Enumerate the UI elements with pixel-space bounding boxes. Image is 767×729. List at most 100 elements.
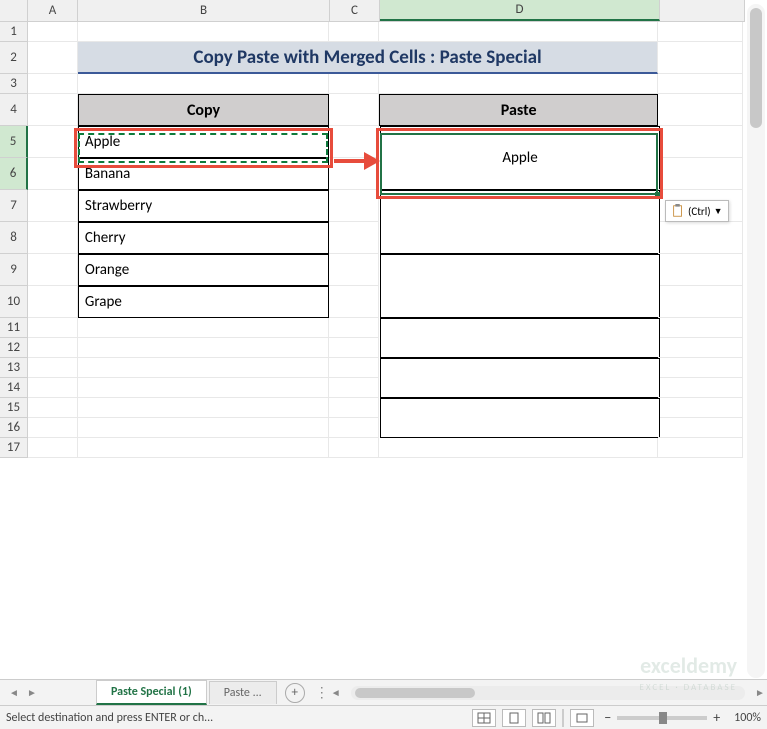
cell-b1[interactable] [78,22,329,42]
tab-menu-dots[interactable]: ⋮ [315,684,329,701]
cell-c7[interactable] [329,190,379,222]
row-header-2[interactable]: 2 [0,42,28,74]
cell-b15[interactable] [78,398,329,418]
zoom-percent[interactable]: 100% [734,711,761,725]
tab-nav-next[interactable]: ► [26,686,38,700]
view-page-layout[interactable] [502,709,526,727]
cell-c12[interactable] [329,338,379,358]
cell-a3[interactable] [28,74,78,94]
title-cell[interactable]: Copy Paste with Merged Cells : Paste Spe… [78,42,658,74]
cell-b12[interactable] [78,338,329,358]
cell-b11[interactable] [78,318,329,338]
col-header-C[interactable]: C [330,0,380,21]
cell-c15[interactable] [329,398,379,418]
cell-blank[interactable] [658,358,743,378]
vertical-scrollbar-thumb[interactable] [750,8,762,128]
sheet-tab-inactive[interactable]: Paste ... [209,681,277,704]
paste-options-button[interactable]: (Ctrl) ▼ [665,200,729,222]
cell-b13[interactable] [78,358,329,378]
cell-d3[interactable] [379,74,658,94]
horizontal-scrollbar-thumb[interactable] [355,688,475,698]
cell-d17[interactable] [379,438,658,458]
row-header-15[interactable]: 15 [0,398,28,418]
col-header-D[interactable]: D [380,0,660,21]
cell-blank[interactable] [658,286,743,318]
copy-header[interactable]: Copy [78,94,329,126]
row-header-10[interactable]: 10 [0,286,28,318]
cell-d1[interactable] [379,22,658,42]
cell-c8[interactable] [329,222,379,254]
zoom-slider[interactable] [617,716,707,720]
copy-item-4[interactable]: Orange [78,254,329,286]
cell-blank[interactable] [658,74,743,94]
cell-a17[interactable] [28,438,78,458]
copy-item-2[interactable]: Strawberry [78,190,329,222]
view-custom[interactable] [570,709,594,727]
cell-a12[interactable] [28,338,78,358]
add-sheet-button[interactable]: + [285,683,305,703]
tab-nav-prev[interactable]: ◄ [8,686,20,700]
row-header-1[interactable]: 1 [0,22,28,42]
cell-a6[interactable] [28,158,78,190]
cell-c10[interactable] [329,286,379,318]
copy-item-0[interactable]: Apple [78,126,329,158]
row-header-4[interactable]: 4 [0,94,28,126]
cell-a16[interactable] [28,418,78,438]
cell-b17[interactable] [78,438,329,458]
cell-a8[interactable] [28,222,78,254]
grid[interactable]: Copy Paste with Merged Cells : Paste Spe… [28,22,743,458]
cell-a13[interactable] [28,358,78,378]
row-header-5[interactable]: 5 [0,126,28,158]
zoom-slider-thumb[interactable] [659,712,667,724]
cell-c11[interactable] [329,318,379,338]
cell-blank[interactable] [658,254,743,286]
cell-blank[interactable] [658,126,743,158]
row-header-3[interactable]: 3 [0,74,28,94]
row-header-11[interactable]: 11 [0,318,28,338]
cell-blank[interactable] [658,438,743,458]
cell-b3[interactable] [78,74,329,94]
col-header-B[interactable]: B [78,0,330,21]
cell-a5[interactable] [28,126,78,158]
horizontal-scrollbar[interactable] [351,686,745,700]
cell-b14[interactable] [78,378,329,398]
cell-blank[interactable] [658,94,743,126]
row-header-6[interactable]: 6 [0,158,28,190]
row-header-16[interactable]: 16 [0,418,28,438]
cell-a4[interactable] [28,94,78,126]
cell-c16[interactable] [329,418,379,438]
cell-blank[interactable] [658,22,743,42]
row-header-13[interactable]: 13 [0,358,28,378]
copy-item-5[interactable]: Grape [78,286,329,318]
cell-a10[interactable] [28,286,78,318]
row-header-9[interactable]: 9 [0,254,28,286]
cell-c4[interactable] [329,94,379,126]
zoom-out[interactable]: − [604,709,611,726]
cell-a1[interactable] [28,22,78,42]
sheet-tab-active[interactable]: Paste Special (1) [96,680,207,705]
copy-item-1[interactable]: Banana [78,158,329,190]
cell-a7[interactable] [28,190,78,222]
view-normal[interactable] [472,709,496,727]
copy-item-3[interactable]: Cherry [78,222,329,254]
row-header-12[interactable]: 12 [0,338,28,358]
hscroll-left[interactable]: ◄ [329,686,343,699]
cell-blank[interactable] [658,418,743,438]
cell-blank[interactable] [658,158,743,190]
col-header-blank[interactable] [660,0,745,21]
cell-blank[interactable] [658,378,743,398]
col-header-A[interactable]: A [28,0,78,21]
cell-blank[interactable] [658,42,743,74]
zoom-in[interactable]: + [713,709,720,726]
cell-blank[interactable] [658,398,743,418]
cell-c3[interactable] [329,74,379,94]
cell-c14[interactable] [329,378,379,398]
cell-c17[interactable] [329,438,379,458]
row-header-17[interactable]: 17 [0,438,28,458]
row-header-7[interactable]: 7 [0,190,28,222]
cell-blank[interactable] [658,222,743,254]
cell-a15[interactable] [28,398,78,418]
row-header-14[interactable]: 14 [0,378,28,398]
cell-b16[interactable] [78,418,329,438]
cell-a11[interactable] [28,318,78,338]
